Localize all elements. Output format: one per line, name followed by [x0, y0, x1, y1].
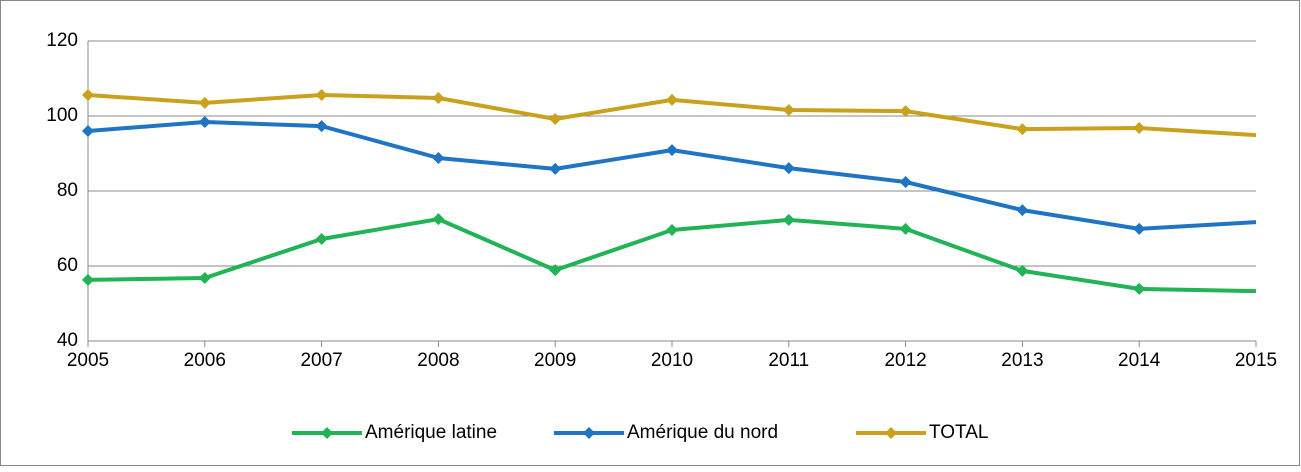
x-tick-label: 2010 [651, 350, 693, 371]
point-marker [549, 162, 562, 175]
point-marker [82, 125, 94, 137]
point-marker [666, 93, 678, 106]
point-marker [666, 224, 678, 236]
x-tick-label: 2011 [768, 350, 809, 371]
y-tick-label: 40 [57, 330, 78, 351]
point-marker [899, 222, 912, 235]
legend-label: TOTAL [929, 422, 988, 443]
x-tick-label: 2007 [300, 350, 342, 371]
point-marker [899, 105, 912, 118]
point-marker [315, 233, 328, 245]
point-marker [549, 264, 562, 277]
point-marker [549, 113, 562, 125]
x-tick-label: 2005 [67, 350, 109, 371]
legend-marker [321, 427, 333, 439]
point-marker [1133, 122, 1146, 134]
point-marker [1133, 222, 1146, 235]
point-marker [1016, 123, 1029, 136]
y-tick-label: 80 [57, 180, 78, 201]
point-marker [432, 152, 445, 164]
point-marker [315, 89, 328, 101]
x-tick-label: 2014 [1118, 350, 1161, 371]
point-marker [782, 213, 795, 226]
point-marker [899, 176, 912, 188]
legend-label: Amérique du nord [627, 422, 778, 443]
legend-marker [885, 427, 897, 439]
point-marker [782, 162, 795, 175]
point-marker [666, 144, 678, 157]
point-marker [82, 273, 94, 286]
point-marker [1016, 264, 1029, 277]
point-marker [315, 120, 328, 133]
y-tick-label: 120 [46, 30, 78, 51]
x-tick-label: 2008 [417, 350, 459, 371]
point-marker [432, 213, 445, 226]
point-marker [82, 89, 94, 101]
point-marker [432, 92, 445, 104]
point-marker [1133, 282, 1146, 295]
legend-label: Amérique latine [365, 422, 497, 443]
y-tick-label: 100 [46, 105, 78, 126]
x-tick-label: 2009 [534, 350, 576, 371]
point-marker [782, 104, 795, 116]
x-tick-label: 2013 [1001, 350, 1043, 371]
point-marker [198, 272, 211, 284]
point-marker [198, 116, 211, 128]
point-marker [1016, 204, 1029, 217]
point-marker [198, 96, 211, 109]
x-tick-label: 2012 [884, 350, 926, 371]
x-tick-label: 2006 [184, 350, 226, 371]
y-tick-label: 60 [57, 255, 78, 276]
legend-marker [583, 427, 595, 439]
x-tick-label: 2015 [1235, 350, 1277, 371]
